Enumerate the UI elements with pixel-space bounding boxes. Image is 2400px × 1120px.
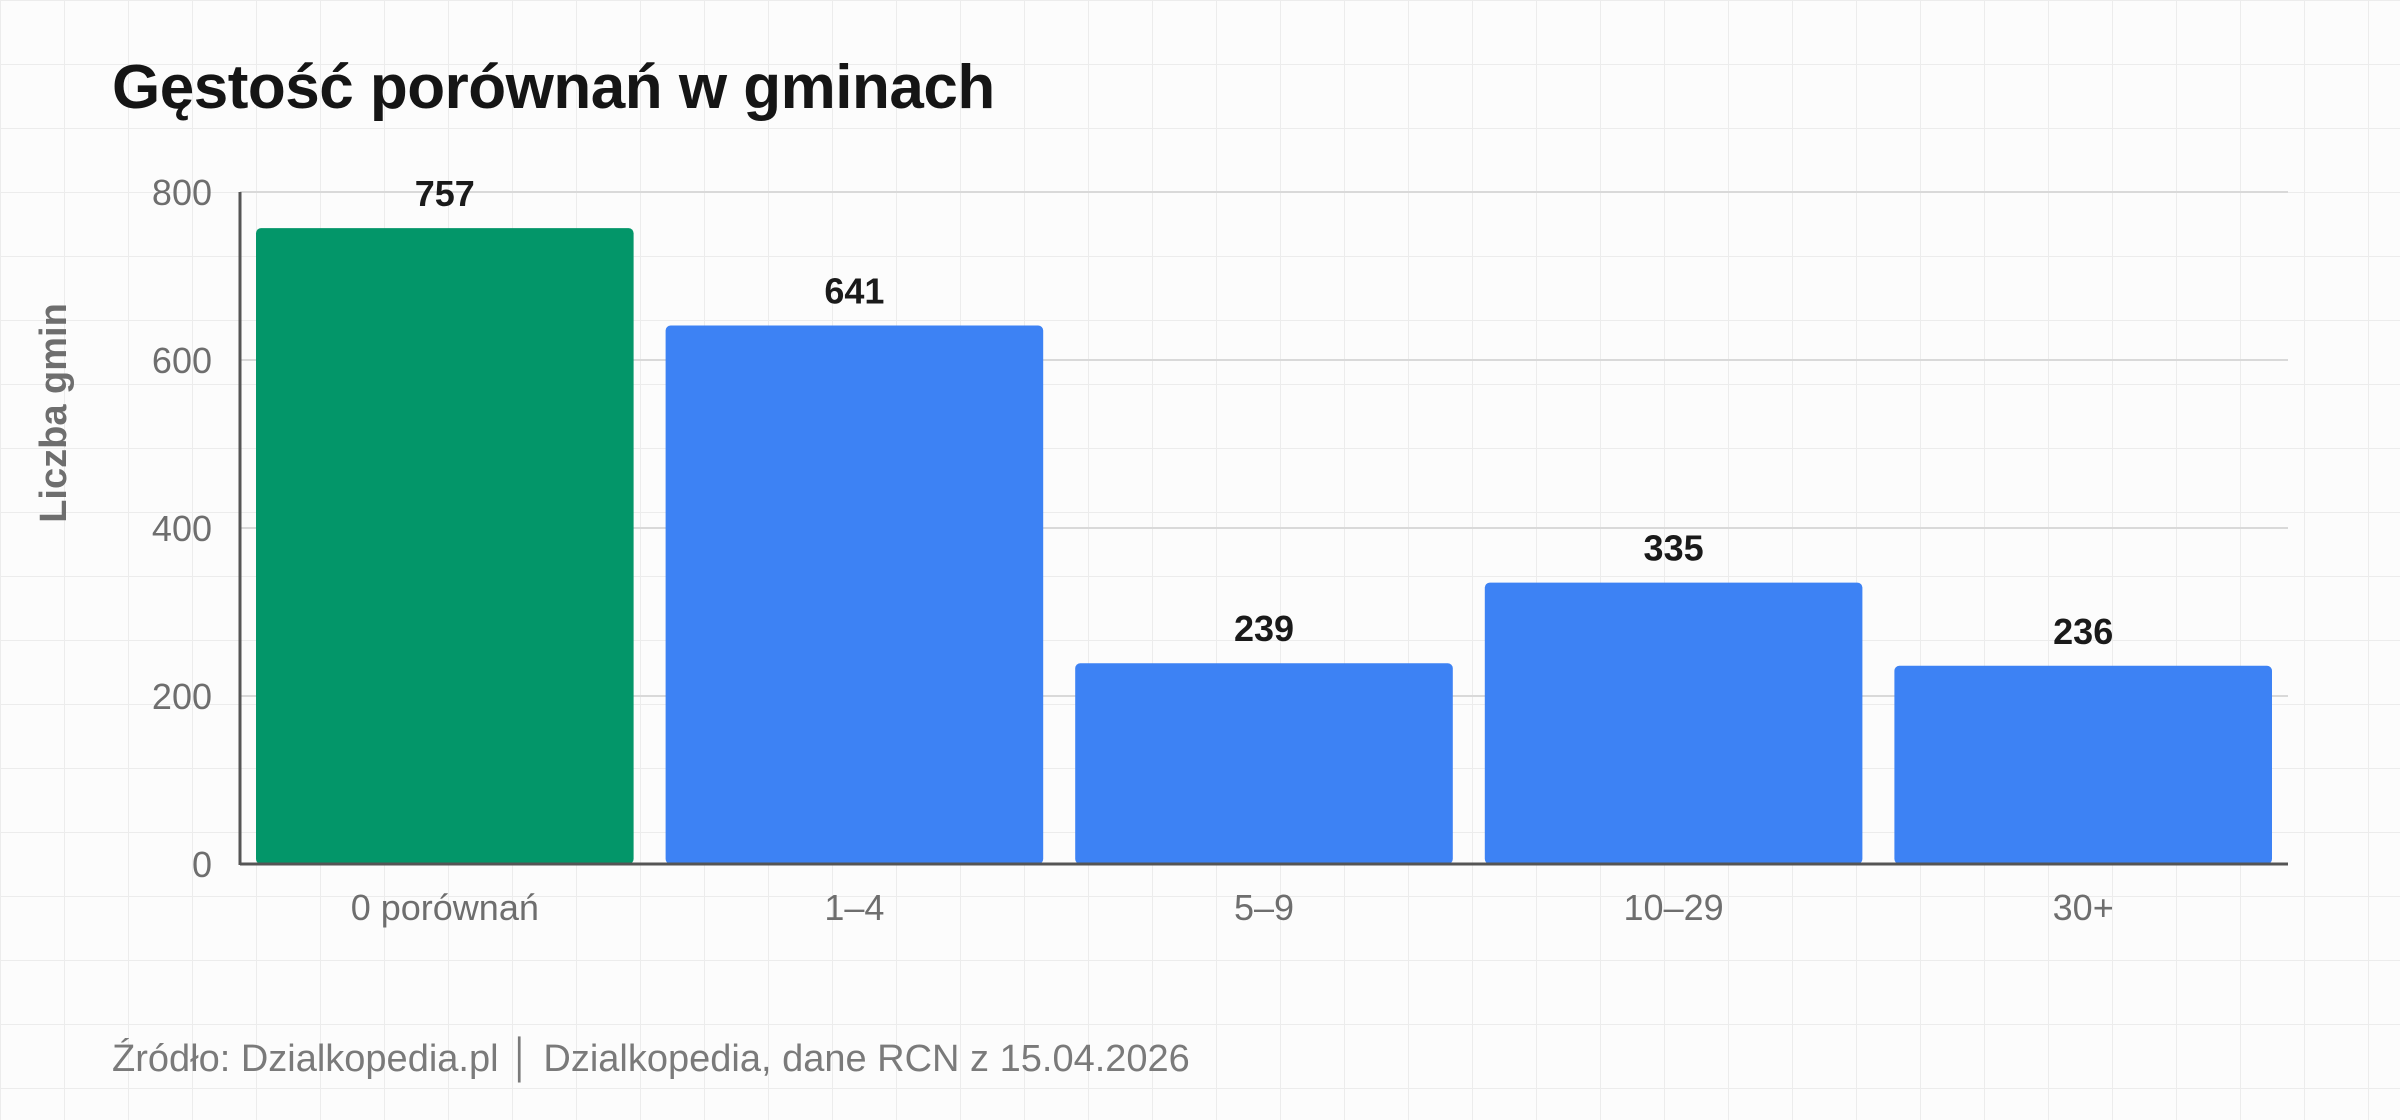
data-label: 236 — [2053, 611, 2113, 652]
data-label: 641 — [824, 271, 884, 312]
y-axis-ticks: 0 200 400 600 800 — [152, 172, 212, 885]
bar — [1484, 582, 1863, 864]
y-tick-label: 400 — [152, 508, 212, 549]
y-tick-label: 600 — [152, 340, 212, 381]
data-labels: 757 641 239 335 236 — [415, 173, 2113, 652]
data-label: 757 — [415, 173, 475, 214]
bar — [665, 325, 1044, 864]
bar — [1894, 665, 2272, 864]
y-tick-label: 0 — [192, 844, 212, 885]
chart-title: Gęstość porównań w gminach — [112, 53, 995, 122]
x-axis-ticks: 0 porównań 1–4 5–9 10–29 30+ — [351, 887, 2114, 928]
data-label: 239 — [1234, 608, 1294, 649]
x-tick-label: 30+ — [2053, 887, 2114, 928]
y-tick-label: 200 — [152, 676, 212, 717]
bar — [256, 228, 634, 864]
source-note: Źródło: Dzialkopedia.pl │ Dzialkopedia, … — [112, 1038, 1190, 1080]
x-tick-label: 5–9 — [1234, 887, 1294, 928]
bars — [256, 228, 2272, 864]
x-tick-label: 1–4 — [824, 887, 884, 928]
x-tick-label: 10–29 — [1624, 887, 1724, 928]
bar — [1075, 663, 1453, 864]
data-label: 335 — [1644, 528, 1704, 569]
y-axis-label: Liczba gmin — [33, 303, 75, 523]
x-tick-label: 0 porównań — [351, 887, 539, 928]
y-tick-label: 800 — [152, 172, 212, 213]
